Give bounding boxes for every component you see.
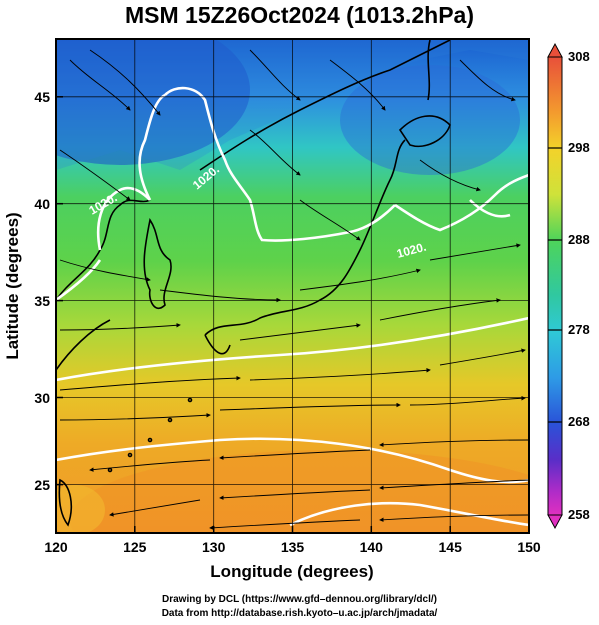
y-tick-label: 35 xyxy=(34,293,50,309)
footer-credit-dcl: Drawing by DCL (https://www.gfd–dennou.o… xyxy=(161,594,437,605)
y-ticks xyxy=(56,96,63,486)
temperature-field xyxy=(56,39,529,533)
footer-credit-data: Data from http://database.rish.kyoto–u.a… xyxy=(161,608,438,619)
pressure-contours xyxy=(56,86,529,527)
y-tick-labels: 25 30 35 40 45 xyxy=(34,89,50,493)
y-tick-label: 30 xyxy=(34,390,50,406)
colorbar-top-arrow xyxy=(547,42,563,58)
colorbar-tick-label: 308 xyxy=(568,49,590,64)
colorbar-bottom-arrow xyxy=(547,514,563,530)
y-axis-label: Latitude (degrees) xyxy=(3,212,22,359)
colorbar-scale xyxy=(547,56,563,516)
x-tick-label: 125 xyxy=(123,539,147,555)
y-tick-label: 40 xyxy=(34,196,50,212)
x-tick-label: 140 xyxy=(360,539,384,555)
x-tick-label: 130 xyxy=(202,539,226,555)
x-tick-label: 135 xyxy=(281,539,305,555)
colorbar-tick-label: 288 xyxy=(568,232,590,247)
map-title: MSM 15Z26Oct2024 (1013.2hPa) xyxy=(124,2,474,28)
y-tick-label: 45 xyxy=(34,89,50,105)
colorbar-tick-label: 258 xyxy=(568,507,590,522)
y-tick-label: 25 xyxy=(34,477,50,493)
colorbar-tick-label: 278 xyxy=(568,322,590,337)
x-tick-label: 145 xyxy=(439,539,463,555)
x-tick-label: 120 xyxy=(44,539,68,555)
colorbar-tick-label: 298 xyxy=(568,140,590,155)
x-tick-labels: 120 125 130 135 140 145 150 xyxy=(44,539,541,555)
x-tick-label: 150 xyxy=(517,539,541,555)
x-axis-label: Longitude (degrees) xyxy=(210,562,373,581)
coastlines xyxy=(56,39,451,527)
colorbar: 308 298 288 278 268 258 xyxy=(547,42,590,530)
x-ticks xyxy=(55,526,530,533)
colorbar-tick-label: 268 xyxy=(568,414,590,429)
graticule xyxy=(56,39,529,533)
wind-streamlines xyxy=(59,49,529,531)
